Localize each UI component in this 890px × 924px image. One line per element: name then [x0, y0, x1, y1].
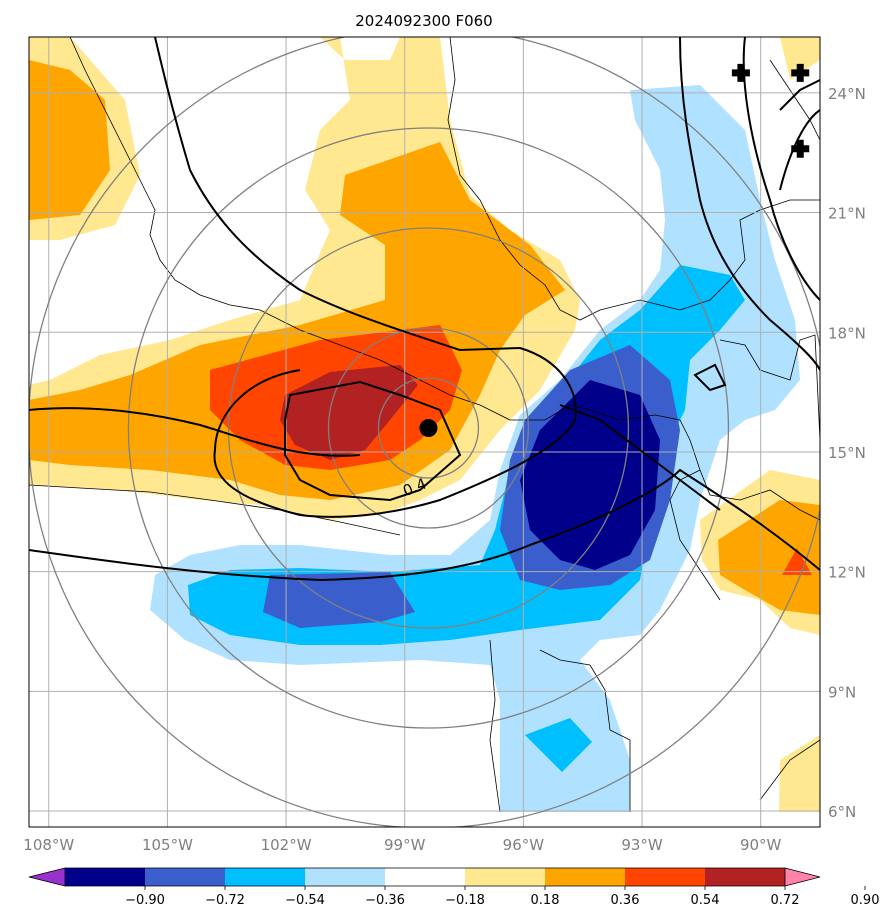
colorbar-segment — [545, 868, 625, 886]
markers — [419, 63, 810, 438]
lon-tick-label: 108°W — [23, 836, 74, 854]
colorbar-segment — [465, 868, 545, 886]
colorbar-label: 0.72 — [771, 893, 800, 908]
colorbar-label: −0.54 — [285, 893, 325, 908]
lat-lon-grid — [29, 37, 820, 827]
coastline-segment — [719, 334, 820, 441]
colorbar-segment — [305, 868, 385, 886]
colorbar-segment — [65, 868, 145, 886]
coastline-segment — [447, 37, 820, 321]
colorbar-segment — [145, 868, 225, 886]
fill-yellow-ne — [780, 37, 820, 80]
map-area: 0.4 — [29, 37, 820, 827]
colorbar-segment — [705, 868, 785, 886]
colorbar-label: 0.54 — [691, 893, 720, 908]
contour-line — [29, 407, 361, 457]
fill-deepskyblue-s — [525, 718, 592, 772]
lat-tick-label: 12°N — [828, 564, 866, 582]
range-ring — [127, 127, 730, 729]
contour-line — [679, 37, 820, 371]
colorbar-extend-min — [28, 867, 66, 887]
lon-tick-label: 105°W — [142, 836, 193, 854]
colorbar-segment — [625, 868, 705, 886]
colorbar-label: −0.72 — [205, 893, 245, 908]
chart-title: 2024092300 F060 — [355, 12, 492, 30]
colorbar-extend-max — [784, 867, 821, 887]
axis-ticks: 108°W 105°W 102°W 99°W 96°W 93°W 90°W 6°N 9°N 12°… — [23, 85, 866, 854]
lat-tick-label: 9°N — [828, 683, 856, 701]
colorbar-segment — [385, 868, 465, 886]
fill-redorange-e — [782, 548, 812, 575]
lat-tick-label: 6°N — [828, 803, 856, 821]
coastline-segment — [669, 469, 721, 601]
colorbar-label: 0.90 — [851, 893, 880, 908]
range-ring — [327, 327, 530, 529]
lon-tick-label: 90°W — [740, 836, 782, 854]
coastline-segment — [759, 739, 820, 801]
fill-yellow-se — [779, 735, 820, 812]
coastline-segment — [69, 37, 591, 421]
colorbar-label: 0.18 — [531, 893, 560, 908]
contour-line — [559, 404, 721, 511]
lat-tick-label: 15°N — [828, 444, 866, 462]
colorbar-label: −0.90 — [125, 893, 165, 908]
colorbar-label: −0.18 — [445, 893, 485, 908]
range-rings — [29, 37, 820, 827]
lat-tick-label: 18°N — [828, 324, 866, 342]
coastline-segment — [539, 649, 631, 812]
cross-marker — [731, 63, 750, 82]
fill-orange-e — [718, 500, 820, 615]
coastline-segment — [489, 639, 501, 813]
cross-marker — [791, 139, 810, 158]
fill-royalblue-w — [263, 572, 415, 628]
coastlines — [29, 37, 820, 813]
coastline-segment — [29, 484, 401, 536]
range-ring — [377, 377, 480, 479]
storm-center-marker — [419, 419, 438, 438]
contour-line — [693, 363, 727, 392]
contour-line — [779, 109, 820, 191]
contour-line — [29, 468, 820, 582]
cross-marker — [791, 63, 810, 82]
colorbar: −0.90 −0.72 −0.54 −0.36 −0.18 0.18 0.36 0.54 0.7… — [28, 867, 880, 908]
colorbar-frame — [65, 867, 785, 887]
colorbar-label: 0.36 — [611, 893, 640, 908]
coastline-segment — [769, 59, 820, 141]
colorbar-label: −0.36 — [365, 893, 405, 908]
contour-line — [284, 380, 462, 502]
lon-tick-label: 102°W — [261, 836, 312, 854]
lon-tick-label: 93°W — [621, 836, 663, 854]
contour-line — [154, 37, 577, 518]
lon-tick-label: 99°W — [384, 836, 426, 854]
map-frame — [28, 36, 821, 828]
lat-tick-label: 24°N — [828, 85, 866, 103]
shaded-fields — [29, 37, 820, 812]
range-ring — [227, 227, 630, 629]
colorbar-segment — [225, 868, 305, 886]
fill-navy-core — [520, 380, 660, 570]
lat-tick-label: 21°N — [828, 205, 866, 223]
lon-tick-label: 96°W — [503, 836, 545, 854]
contour-line — [779, 79, 820, 111]
